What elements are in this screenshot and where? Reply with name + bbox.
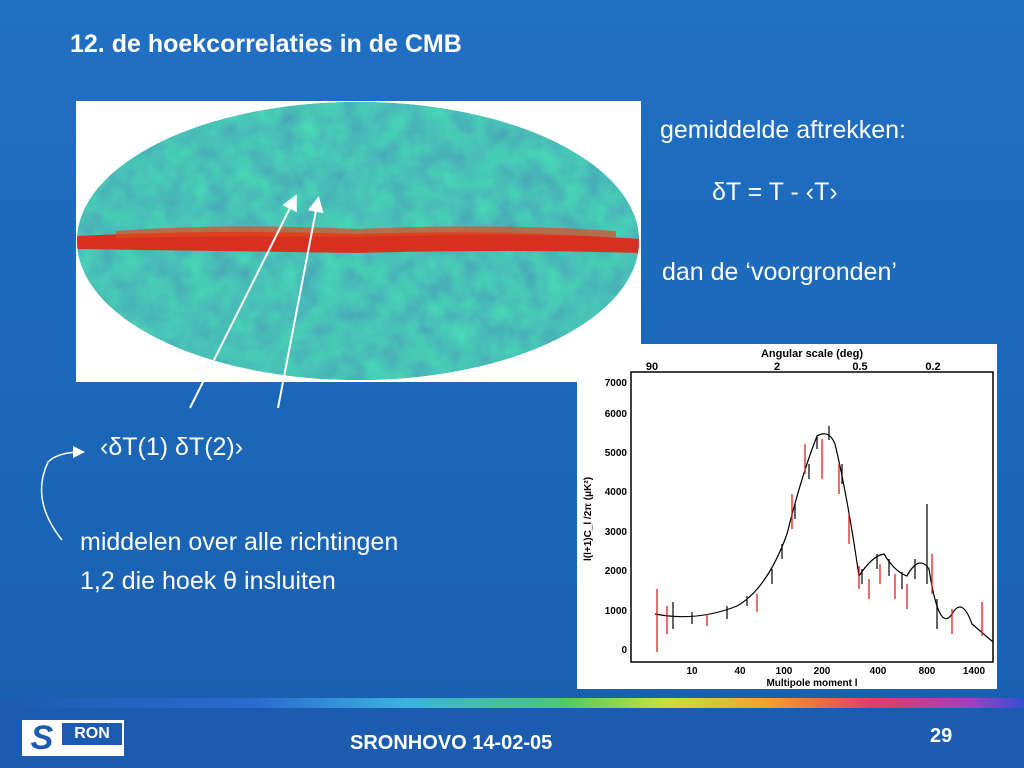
y-tick-2000: 2000 xyxy=(605,566,628,577)
top-tick-2: 2 xyxy=(774,361,780,373)
black-error-bars xyxy=(672,426,938,629)
y-tick-6000: 6000 xyxy=(605,409,628,420)
x-tick-40: 40 xyxy=(734,666,746,677)
subtract-mean-text: gemiddelde aftrekken: xyxy=(660,116,906,144)
slide-footer xyxy=(0,700,1024,768)
average-text-line1: middelen over alle richtingen xyxy=(80,528,399,556)
top-tick-0.5: 0.5 xyxy=(852,361,867,373)
correlation-expression: ‹δT(1) δT(2)› xyxy=(100,433,244,461)
x-tick-10: 10 xyxy=(686,666,698,677)
y-tick-0: 0 xyxy=(621,645,627,656)
red-error-bars xyxy=(656,439,983,652)
sron-logo-ron: RON xyxy=(62,723,122,745)
y-tick-1000: 1000 xyxy=(605,606,628,617)
y-tick-4000: 4000 xyxy=(605,487,628,498)
x-tick-800: 800 xyxy=(919,666,936,677)
y-axis-label: l(l+1)C_l /2π (μK²) xyxy=(583,477,594,561)
footer-text: SRONHOVO 14-02-05 xyxy=(350,732,553,754)
foreground-text: dan de ‘voorgronden’ xyxy=(662,258,897,286)
y-tick-7000: 7000 xyxy=(605,378,628,389)
page-number: 29 xyxy=(930,725,953,747)
plot-frame xyxy=(630,371,994,663)
x-tick-100: 100 xyxy=(776,666,793,677)
top-axis-title: Angular scale (deg) xyxy=(761,348,863,360)
x-tick-400: 400 xyxy=(870,666,887,677)
y-tick-3000: 3000 xyxy=(605,527,628,538)
average-text-line2: 1,2 die hoek θ insluiten xyxy=(80,567,336,595)
delta-t-formula: δT = T - ‹T› xyxy=(712,178,838,206)
x-axis-label: Multipole moment l xyxy=(766,678,857,689)
x-tick-200: 200 xyxy=(814,666,831,677)
footer-rainbow-bar xyxy=(0,698,1024,708)
cmb-sky-map xyxy=(76,101,641,382)
power-spectrum-plot: Angular scale (deg) 90 2 0.5 0.2 0 1000 … xyxy=(577,344,997,689)
y-tick-5000: 5000 xyxy=(605,448,628,459)
slide-title: 12. de hoekcorrelaties in de CMB xyxy=(70,30,462,58)
top-tick-0.2: 0.2 xyxy=(925,361,940,373)
x-tick-1400: 1400 xyxy=(963,666,986,677)
sron-logo-s: S xyxy=(30,719,54,757)
top-tick-90: 90 xyxy=(646,361,658,373)
pointer-arrows xyxy=(72,194,324,459)
sron-logo: S RON xyxy=(22,720,124,756)
theory-curve xyxy=(654,433,994,643)
